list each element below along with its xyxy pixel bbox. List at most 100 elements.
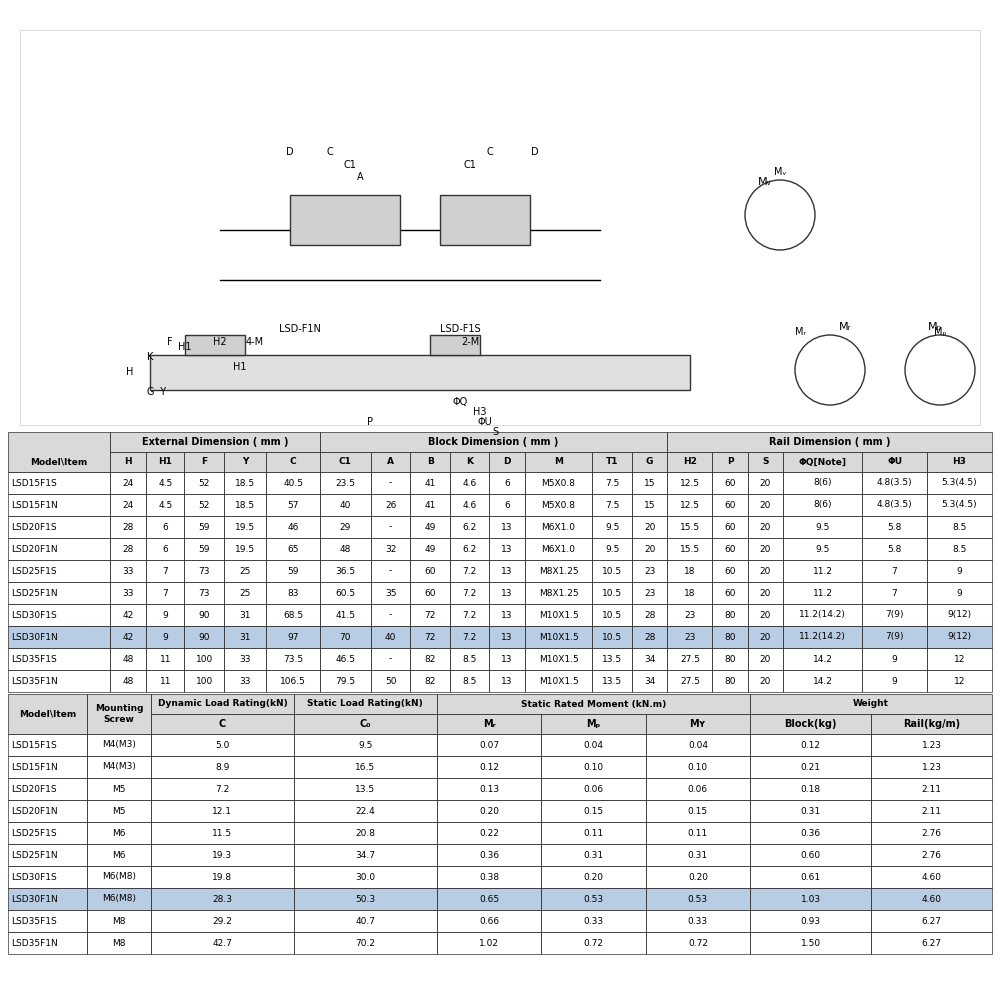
Bar	[525, 472, 592, 494]
Text: 5.8: 5.8	[887, 544, 902, 554]
Bar	[224, 452, 266, 472]
Text: M4(M3): M4(M3)	[102, 740, 136, 750]
Bar	[748, 538, 783, 560]
Bar	[146, 670, 184, 692]
Text: 59: 59	[198, 544, 210, 554]
Bar	[646, 910, 750, 932]
Bar	[667, 626, 712, 648]
Text: 46.5: 46.5	[335, 654, 355, 664]
Bar	[371, 538, 410, 560]
Bar	[871, 822, 992, 844]
Text: 73.5: 73.5	[283, 654, 303, 664]
Bar	[541, 778, 646, 800]
Text: 14.2: 14.2	[813, 676, 833, 686]
Bar	[8, 888, 87, 910]
Text: 5.0: 5.0	[215, 740, 230, 750]
Text: 0.53: 0.53	[688, 894, 708, 904]
Text: 0.66: 0.66	[479, 916, 499, 926]
Bar	[525, 494, 592, 516]
Bar	[146, 538, 184, 560]
Bar	[592, 670, 632, 692]
Bar	[410, 626, 450, 648]
Bar	[437, 888, 541, 910]
Text: 11.5: 11.5	[212, 828, 232, 838]
Bar	[8, 734, 87, 756]
Bar	[712, 582, 748, 604]
Bar	[450, 472, 489, 494]
Bar	[224, 670, 266, 692]
Text: 19.5: 19.5	[235, 544, 255, 554]
Text: 65: 65	[287, 544, 299, 554]
Text: 0.93: 0.93	[801, 916, 821, 926]
Text: Mᵣ: Mᵣ	[483, 719, 495, 729]
Bar	[294, 714, 437, 734]
Text: LSD30F1N: LSD30F1N	[11, 894, 58, 904]
Bar	[646, 844, 750, 866]
Text: 4.60: 4.60	[922, 872, 942, 882]
Text: LSD15F1N: LSD15F1N	[11, 500, 58, 510]
Text: 7.5: 7.5	[605, 500, 619, 510]
Bar	[750, 734, 871, 756]
Text: 0.36: 0.36	[801, 828, 821, 838]
Bar	[410, 582, 450, 604]
Bar	[87, 888, 151, 910]
Text: LSD25F1N: LSD25F1N	[11, 588, 58, 597]
Text: M10X1.5: M10X1.5	[539, 610, 578, 619]
Text: 50.3: 50.3	[355, 894, 375, 904]
Bar	[748, 452, 783, 472]
Bar	[410, 626, 450, 648]
Text: 72: 72	[424, 633, 436, 642]
Bar	[712, 670, 748, 692]
Text: 0.13: 0.13	[479, 784, 499, 794]
Text: 40: 40	[340, 500, 351, 510]
Bar	[783, 452, 862, 472]
Text: 2.11: 2.11	[922, 806, 942, 816]
Bar	[862, 604, 927, 626]
Bar	[294, 714, 437, 734]
Bar	[748, 472, 783, 494]
Bar	[150, 355, 690, 390]
Text: 35: 35	[385, 588, 396, 597]
Bar	[184, 582, 224, 604]
Bar	[320, 432, 667, 452]
Text: 60: 60	[424, 588, 436, 597]
Text: 4.6: 4.6	[463, 479, 477, 488]
Bar	[489, 648, 525, 670]
Text: T1: T1	[606, 458, 618, 466]
Bar	[8, 432, 110, 472]
Bar	[783, 670, 862, 692]
Bar	[410, 670, 450, 692]
Text: 20: 20	[760, 544, 771, 554]
Bar	[646, 778, 750, 800]
Text: 60: 60	[724, 544, 736, 554]
Bar	[87, 756, 151, 778]
Text: 1.50: 1.50	[801, 938, 821, 948]
Text: C: C	[290, 458, 296, 466]
Text: 11.2(14.2): 11.2(14.2)	[799, 633, 846, 642]
Bar	[110, 432, 320, 452]
Bar	[410, 452, 450, 472]
Bar	[450, 626, 489, 648]
Text: 4.5: 4.5	[158, 479, 173, 488]
Text: 28: 28	[644, 633, 655, 642]
Bar	[430, 335, 480, 355]
Bar	[437, 714, 541, 734]
Text: 52: 52	[199, 479, 210, 488]
Text: 9.5: 9.5	[358, 740, 373, 750]
Text: 18: 18	[684, 588, 696, 597]
Text: 22.4: 22.4	[355, 806, 375, 816]
Text: 0.04: 0.04	[583, 740, 603, 750]
Text: 59: 59	[198, 522, 210, 532]
Bar	[437, 866, 541, 888]
Bar	[320, 516, 371, 538]
Bar	[8, 844, 87, 866]
Bar	[410, 604, 450, 626]
Bar	[750, 910, 871, 932]
Bar	[871, 756, 992, 778]
Bar	[151, 756, 294, 778]
Bar	[151, 694, 294, 714]
Text: K: K	[466, 458, 473, 466]
Bar	[437, 844, 541, 866]
Text: -: -	[389, 566, 392, 576]
Bar	[871, 714, 992, 734]
